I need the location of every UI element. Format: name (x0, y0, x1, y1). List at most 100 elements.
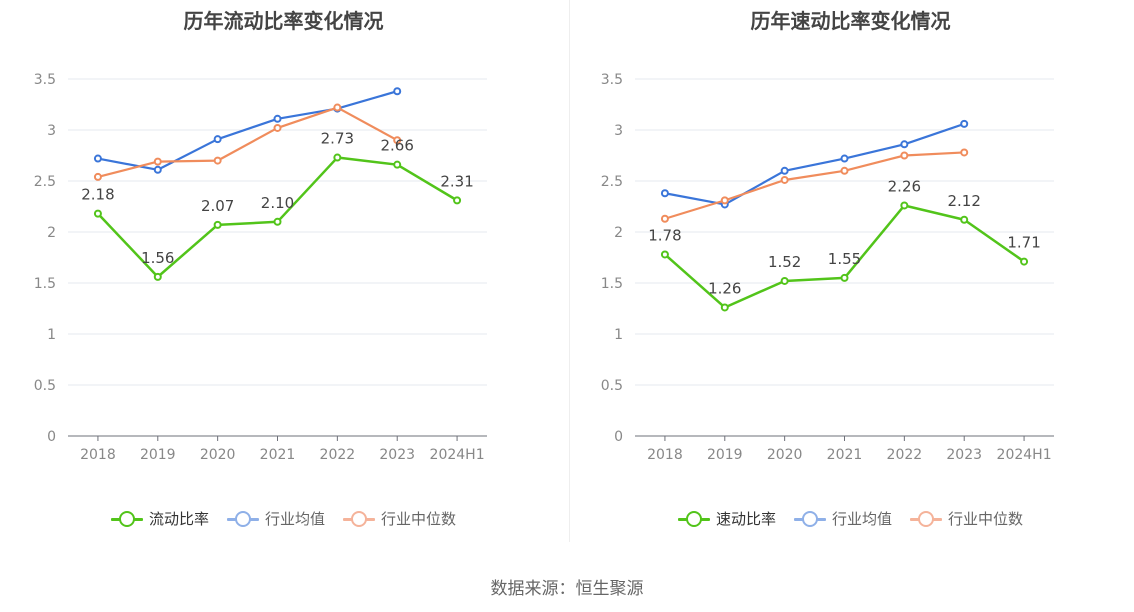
data-point-company (840, 273, 849, 282)
series-line-median (97, 106, 398, 178)
legend-circle-icon (226, 510, 259, 527)
data-label: 2.10 (261, 194, 294, 212)
data-point-company (93, 209, 102, 218)
data-point-avg (393, 87, 402, 96)
data-point-median (213, 156, 222, 165)
data-point-median (660, 214, 669, 223)
data-label: 2.18 (81, 186, 114, 204)
x-tick-label: 2023 (946, 447, 982, 463)
quick-ratio-panel: 历年速动比率变化情况 0 0.5 1 1.5 2 2.5 3 3.5 2018 2019 2020 2… (567, 0, 1134, 560)
data-label: 2.66 (381, 137, 414, 155)
data-label: 1.26 (708, 279, 741, 297)
legend-label: 行业均值 (831, 510, 892, 528)
data-point-company (720, 303, 729, 312)
x-tick-label: 2022 (320, 447, 356, 463)
x-tick-label: 2021 (260, 447, 296, 463)
data-point-median (960, 148, 969, 157)
y-tick-label: 3 (47, 123, 56, 139)
legend-item-industry-median[interactable]: 行业中位数 (910, 508, 1023, 529)
data-point-median (273, 123, 282, 132)
x-tick-label: 2020 (767, 447, 803, 463)
y-tick-label: 2.5 (34, 174, 56, 190)
data-point-median (840, 166, 849, 175)
x-tick-label: 2024H1 (997, 447, 1052, 463)
data-label: 1.78 (648, 226, 681, 244)
legend-label: 行业中位数 (381, 510, 457, 528)
legend-circle-icon (677, 510, 710, 527)
data-point-company (780, 276, 789, 285)
data-point-avg (93, 154, 102, 163)
x-tick-label: 2024H1 (430, 447, 485, 463)
data-point-company (153, 272, 162, 281)
data-point-median (333, 103, 342, 112)
chart-title: 历年流动比率变化情况 (183, 9, 384, 33)
data-point-company (660, 250, 669, 259)
data-point-median (780, 175, 789, 184)
data-point-avg (273, 114, 282, 123)
data-point-avg (780, 166, 789, 175)
data-label: 1.55 (828, 250, 861, 268)
data-label: 1.56 (141, 249, 174, 267)
panel-divider (569, 0, 570, 542)
data-label: 2.31 (440, 172, 473, 190)
legend-circle-icon (343, 510, 375, 527)
legend-item-company[interactable]: 流动比率 (110, 508, 209, 529)
data-label: 2.26 (888, 177, 921, 195)
current-ratio-panel: 历年流动比率变化情况 0 0.5 1 1.5 2 2.5 3 3.5 2018 2019 2020 2… (0, 0, 567, 560)
data-point-company (1020, 257, 1029, 266)
y-tick-label: 1 (47, 327, 56, 343)
legend-item-company[interactable]: 速动比率 (677, 508, 776, 529)
legend-item-industry-median[interactable]: 行业中位数 (343, 508, 456, 529)
data-label: 2.07 (201, 197, 234, 215)
data-label: 2.73 (321, 130, 354, 148)
y-tick-label: 1.5 (34, 276, 56, 292)
data-point-company (333, 153, 342, 162)
data-point-avg (213, 135, 222, 144)
y-tick-label: 2 (47, 225, 56, 241)
y-tick-label: 0.5 (601, 378, 623, 394)
y-tick-label: 3 (614, 123, 623, 139)
data-point-median (393, 136, 402, 145)
series-line-median (664, 151, 965, 220)
legend-item-industry-average[interactable]: 行业均值 (226, 508, 325, 529)
y-tick-label: 1.5 (601, 276, 623, 292)
data-label: 1.71 (1007, 234, 1040, 252)
y-tick-label: 0 (47, 429, 56, 445)
y-tick-label: 3.5 (601, 72, 623, 88)
data-point-avg (840, 154, 849, 163)
chart-title: 历年速动比率变化情况 (750, 9, 951, 33)
legend-circle-icon (793, 510, 826, 527)
legend: 速动比率 行业均值 行业中位数 (567, 508, 1134, 529)
legend: 流动比率 行业均值 行业中位数 (0, 508, 567, 529)
x-tick-label: 2020 (200, 447, 236, 463)
legend-label: 行业中位数 (948, 510, 1024, 528)
data-source-note: 数据来源：恒生聚源 (490, 579, 644, 599)
data-label: 1.52 (768, 253, 801, 271)
y-tick-label: 0.5 (34, 378, 56, 394)
data-point-avg (153, 165, 162, 174)
legend-circle-icon (110, 510, 143, 527)
x-tick-label: 2019 (707, 447, 743, 463)
legend-label: 流动比率 (148, 510, 209, 528)
current-ratio-chart: 0 0.5 1 1.5 2 2.5 3 3.5 2018 2019 2020 2021 2022 2023… (34, 72, 487, 463)
x-tick-label: 2018 (647, 447, 683, 463)
data-point-avg (900, 140, 909, 149)
y-tick-label: 2 (614, 225, 623, 241)
data-point-median (93, 172, 102, 181)
y-tick-label: 3.5 (34, 72, 56, 88)
data-point-company (393, 160, 402, 169)
data-point-company (960, 215, 969, 224)
x-tick-label: 2023 (379, 447, 415, 463)
legend-label: 速动比率 (715, 510, 776, 528)
data-point-company (453, 196, 462, 205)
y-tick-label: 1 (614, 327, 623, 343)
data-point-median (720, 196, 729, 205)
data-point-median (153, 157, 162, 166)
x-tick-label: 2019 (140, 447, 176, 463)
legend-circle-icon (910, 510, 942, 527)
legend-label: 行业均值 (264, 510, 325, 528)
legend-item-industry-average[interactable]: 行业均值 (793, 508, 892, 529)
data-point-company (900, 201, 909, 210)
data-label: 2.12 (948, 192, 981, 210)
